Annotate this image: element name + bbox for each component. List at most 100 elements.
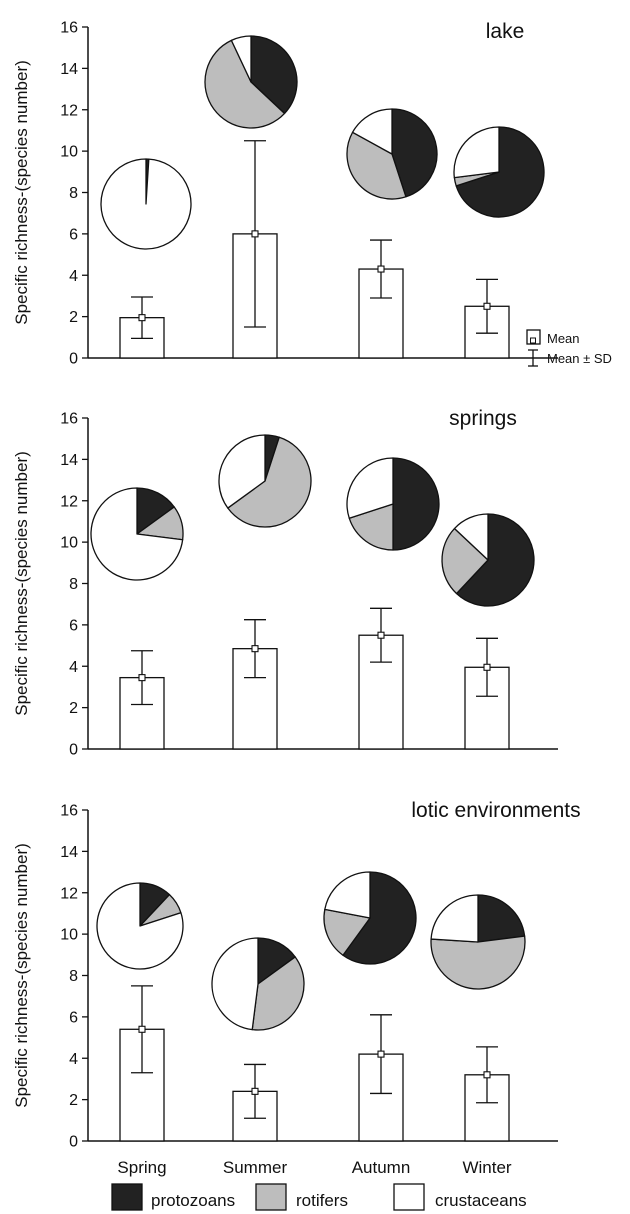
panel-lake: 0 2 4 6 8 10 12 14 16 Specific richness-(species … bbox=[12, 20, 558, 368]
pie-slice-protozoans bbox=[391, 108, 438, 198]
pie-autumn bbox=[346, 457, 440, 551]
y-tick-label: 8 bbox=[69, 968, 78, 985]
y-axis-label: Specific richness-(species number) bbox=[12, 451, 31, 716]
y-tick-label: 12 bbox=[60, 102, 78, 119]
y-tick-label: 0 bbox=[69, 1134, 78, 1151]
legend-label-crustaceans: crustaceans bbox=[435, 1191, 527, 1210]
pie-slice-rotifers bbox=[430, 935, 526, 990]
panel-title: lotic environments bbox=[411, 799, 580, 822]
pie-spring bbox=[96, 882, 184, 970]
pie-slice-crustaceans bbox=[430, 894, 479, 943]
y-axis-label: Specific richness-(species number) bbox=[12, 843, 31, 1108]
pie-winter bbox=[453, 126, 545, 218]
y-tick-label: 12 bbox=[60, 885, 78, 902]
bar-winter bbox=[464, 1074, 510, 1142]
mean-marker bbox=[251, 230, 259, 238]
mean-marker bbox=[138, 674, 146, 682]
pie-slice-protozoans bbox=[477, 894, 526, 943]
y-tick-label: 6 bbox=[69, 1009, 78, 1026]
y-tick-label: 10 bbox=[60, 144, 78, 161]
legend-label-protozoans: protozoans bbox=[151, 1191, 235, 1210]
pie-slice-crustaceans bbox=[453, 513, 489, 561]
mean-marker bbox=[483, 663, 491, 671]
pie-summer bbox=[204, 35, 298, 129]
y-tick-label: 2 bbox=[69, 309, 78, 326]
pie-slice-crustaceans bbox=[324, 871, 371, 919]
y-tick-label: 4 bbox=[69, 659, 78, 676]
pie-winter bbox=[430, 894, 526, 990]
y-tick-label: 2 bbox=[69, 700, 78, 717]
y-tick-label: 14 bbox=[60, 452, 78, 469]
pie-autumn bbox=[323, 871, 417, 965]
pie-slice-crustaceans bbox=[453, 126, 500, 179]
mean-marker bbox=[377, 265, 385, 273]
mean-legend: Mean Mean ± SD bbox=[526, 329, 612, 367]
x-tick-label: Autumn bbox=[352, 1158, 411, 1177]
pie-slice-protozoans bbox=[455, 513, 535, 607]
mean-marker bbox=[138, 1025, 146, 1033]
mean-marker bbox=[138, 314, 146, 322]
panel-title: springs bbox=[449, 407, 517, 430]
pie-slice-rotifers bbox=[441, 527, 489, 595]
pie-slice-crustaceans bbox=[100, 158, 192, 250]
pie-slice-rotifers bbox=[323, 908, 371, 956]
y-tick-label: 16 bbox=[60, 803, 78, 820]
x-tick-label: Winter bbox=[462, 1158, 511, 1177]
y-tick-label: 14 bbox=[60, 61, 78, 78]
mean-marker bbox=[377, 631, 385, 639]
y-tick-label: 10 bbox=[60, 927, 78, 944]
mean-legend-marker bbox=[530, 337, 536, 344]
y-tick-label: 12 bbox=[60, 493, 78, 510]
pie-spring bbox=[90, 487, 184, 581]
y-tick-label: 8 bbox=[69, 576, 78, 593]
mean-marker bbox=[483, 302, 491, 310]
legend-swatch-crustaceans bbox=[393, 1183, 425, 1211]
mean-marker bbox=[251, 1087, 259, 1095]
mean-marker bbox=[483, 1071, 491, 1079]
pie-slice-rotifers bbox=[251, 956, 305, 1031]
y-tick-label: 10 bbox=[60, 535, 78, 552]
pie-slice-crustaceans bbox=[218, 434, 266, 509]
y-tick-label: 16 bbox=[60, 20, 78, 37]
legend-swatch-protozoans bbox=[111, 1183, 143, 1211]
pie-slice-rotifers bbox=[346, 131, 407, 200]
pie-slice-crustaceans bbox=[211, 937, 259, 1031]
mean-sd-legend-label: Mean ± SD bbox=[547, 351, 612, 366]
y-tick-label: 16 bbox=[60, 411, 78, 428]
pie-autumn bbox=[346, 108, 438, 200]
panel-lotic-environments: 0 2 4 6 8 10 12 14 16 Specific richness-(species … bbox=[12, 799, 581, 1177]
pie-slice-crustaceans bbox=[96, 882, 184, 970]
legend-label-rotifers: rotifers bbox=[296, 1191, 348, 1210]
panel-title: lake bbox=[486, 20, 525, 43]
pie-slice-crustaceans bbox=[346, 457, 394, 519]
pie-slice-protozoans bbox=[342, 871, 417, 965]
category-legend: protozoans rotifers crustaceans bbox=[111, 1183, 527, 1211]
pie-slice-crustaceans bbox=[351, 108, 393, 155]
pie-winter bbox=[441, 513, 535, 607]
pie-slice-rotifers bbox=[348, 503, 394, 551]
panel-springs: 0 2 4 6 8 10 12 14 16 Specific richness-(species … bbox=[12, 407, 558, 759]
pie-slice-protozoans bbox=[250, 35, 298, 115]
y-tick-label: 4 bbox=[69, 1051, 78, 1068]
pie-spring bbox=[100, 158, 192, 250]
y-tick-label: 6 bbox=[69, 617, 78, 634]
mean-marker bbox=[377, 1050, 385, 1058]
pie-slice-protozoans bbox=[392, 457, 440, 551]
y-tick-label: 2 bbox=[69, 1092, 78, 1109]
pie-summer bbox=[218, 434, 312, 528]
pie-summer bbox=[211, 937, 305, 1031]
pie-slice-rotifers bbox=[227, 436, 312, 528]
mean-legend-label: Mean bbox=[547, 331, 580, 346]
y-tick-label: 14 bbox=[60, 844, 78, 861]
y-tick-label: 4 bbox=[69, 268, 78, 285]
y-tick-label: 0 bbox=[69, 351, 78, 368]
chart-panels: 0 2 4 6 8 10 12 14 16 Specific richness-(species … bbox=[12, 20, 581, 1178]
pie-slice-protozoans bbox=[455, 126, 545, 218]
legend-swatch-rotifers bbox=[255, 1183, 287, 1211]
y-tick-label: 0 bbox=[69, 742, 78, 759]
x-tick-label: Summer bbox=[223, 1158, 288, 1177]
y-tick-label: 8 bbox=[69, 185, 78, 202]
y-tick-label: 6 bbox=[69, 226, 78, 243]
x-tick-label: Spring bbox=[117, 1158, 166, 1177]
pie-slice-rotifers bbox=[204, 39, 286, 129]
